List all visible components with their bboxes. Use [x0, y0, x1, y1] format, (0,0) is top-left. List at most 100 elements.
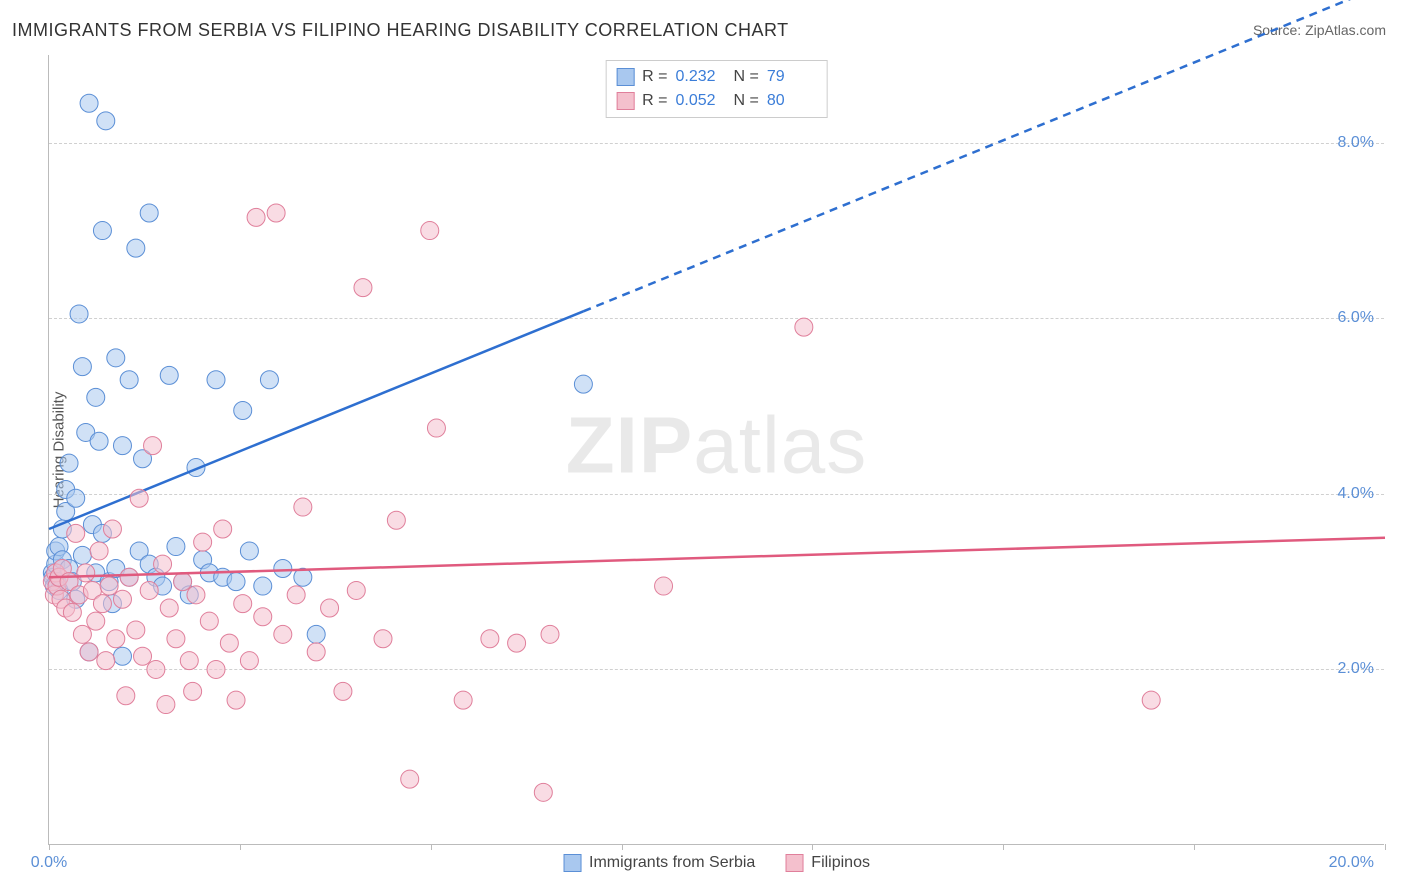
chart-container: IMMIGRANTS FROM SERBIA VS FILIPINO HEARI…	[0, 0, 1406, 892]
stat-r-label: R =	[642, 65, 667, 89]
x-axis-max-label: 20.0%	[1329, 854, 1374, 872]
scatter-point	[93, 222, 111, 240]
scatter-point	[127, 621, 145, 639]
scatter-point	[207, 660, 225, 678]
stat-n-value: 79	[767, 65, 817, 89]
scatter-point	[87, 388, 105, 406]
scatter-point	[107, 349, 125, 367]
x-tick	[1194, 844, 1195, 850]
scatter-point	[90, 542, 108, 560]
scatter-point	[120, 371, 138, 389]
series-swatch	[563, 854, 581, 872]
scatter-point	[274, 560, 292, 578]
scatter-point	[113, 437, 131, 455]
trend-line	[49, 311, 583, 529]
scatter-point	[120, 568, 138, 586]
scatter-point	[260, 371, 278, 389]
scatter-point	[113, 647, 131, 665]
scatter-point	[795, 318, 813, 336]
stat-r-value: 0.052	[676, 89, 726, 113]
scatter-point	[294, 498, 312, 516]
scatter-point	[1142, 691, 1160, 709]
stat-n-label: N =	[734, 65, 759, 89]
scatter-point	[140, 581, 158, 599]
scatter-point	[77, 564, 95, 582]
scatter-point	[347, 581, 365, 599]
scatter-point	[80, 94, 98, 112]
scatter-point	[334, 682, 352, 700]
stats-legend-box: R =0.232N =79R =0.052N =80	[605, 60, 828, 118]
scatter-point	[508, 634, 526, 652]
scatter-point	[127, 239, 145, 257]
legend-label: Immigrants from Serbia	[589, 854, 755, 872]
scatter-point	[354, 279, 372, 297]
scatter-point	[70, 305, 88, 323]
scatter-point	[534, 783, 552, 801]
scatter-point	[90, 432, 108, 450]
stat-r-label: R =	[642, 89, 667, 113]
scatter-point	[100, 577, 118, 595]
chart-title: IMMIGRANTS FROM SERBIA VS FILIPINO HEARI…	[12, 20, 789, 41]
scatter-point	[401, 770, 419, 788]
stats-row: R =0.052N =80	[616, 89, 817, 113]
scatter-point	[134, 647, 152, 665]
scatter-point	[130, 489, 148, 507]
trend-line-dashed	[583, 0, 1385, 311]
legend-item: Filipinos	[785, 854, 870, 872]
scatter-point	[187, 586, 205, 604]
x-axis-min-label: 0.0%	[31, 854, 67, 872]
scatter-point	[240, 542, 258, 560]
legend-label: Filipinos	[811, 854, 870, 872]
scatter-point	[267, 204, 285, 222]
scatter-point	[63, 603, 81, 621]
scatter-point	[200, 612, 218, 630]
scatter-point	[427, 419, 445, 437]
scatter-point	[97, 112, 115, 130]
scatter-point	[160, 599, 178, 617]
x-tick	[622, 844, 623, 850]
scatter-point	[307, 625, 325, 643]
x-tick	[1385, 844, 1386, 850]
scatter-point	[93, 595, 111, 613]
scatter-point	[73, 358, 91, 376]
scatter-point	[73, 546, 91, 564]
scatter-point	[67, 524, 85, 542]
scatter-point	[167, 630, 185, 648]
scatter-point	[167, 538, 185, 556]
scatter-point	[387, 511, 405, 529]
scatter-point	[103, 520, 121, 538]
scatter-point	[307, 643, 325, 661]
scatter-point	[234, 402, 252, 420]
scatter-point	[113, 590, 131, 608]
scatter-point	[87, 612, 105, 630]
scatter-point	[154, 555, 172, 573]
scatter-point	[160, 366, 178, 384]
scatter-point	[73, 625, 91, 643]
scatter-point	[321, 599, 339, 617]
series-swatch	[785, 854, 803, 872]
scatter-point	[80, 643, 98, 661]
scatter-point	[254, 608, 272, 626]
scatter-point	[144, 437, 162, 455]
scatter-point	[227, 573, 245, 591]
scatter-point	[214, 520, 232, 538]
stat-n-value: 80	[767, 89, 817, 113]
scatter-point	[174, 573, 192, 591]
scatter-point	[220, 634, 238, 652]
scatter-point	[574, 375, 592, 393]
x-tick	[431, 844, 432, 850]
plot-area: Hearing Disability ZIPatlas 2.0%4.0%6.0%…	[48, 55, 1384, 845]
scatter-point	[481, 630, 499, 648]
scatter-point	[107, 630, 125, 648]
scatter-point	[374, 630, 392, 648]
scatter-point	[117, 687, 135, 705]
scatter-point	[97, 652, 115, 670]
scatter-point	[194, 533, 212, 551]
bottom-legend: Immigrants from Serbia Filipinos	[563, 854, 870, 872]
scatter-point	[60, 454, 78, 472]
scatter-point	[274, 625, 292, 643]
scatter-point	[247, 208, 265, 226]
x-tick	[240, 844, 241, 850]
scatter-point	[207, 371, 225, 389]
scatter-point	[227, 691, 245, 709]
